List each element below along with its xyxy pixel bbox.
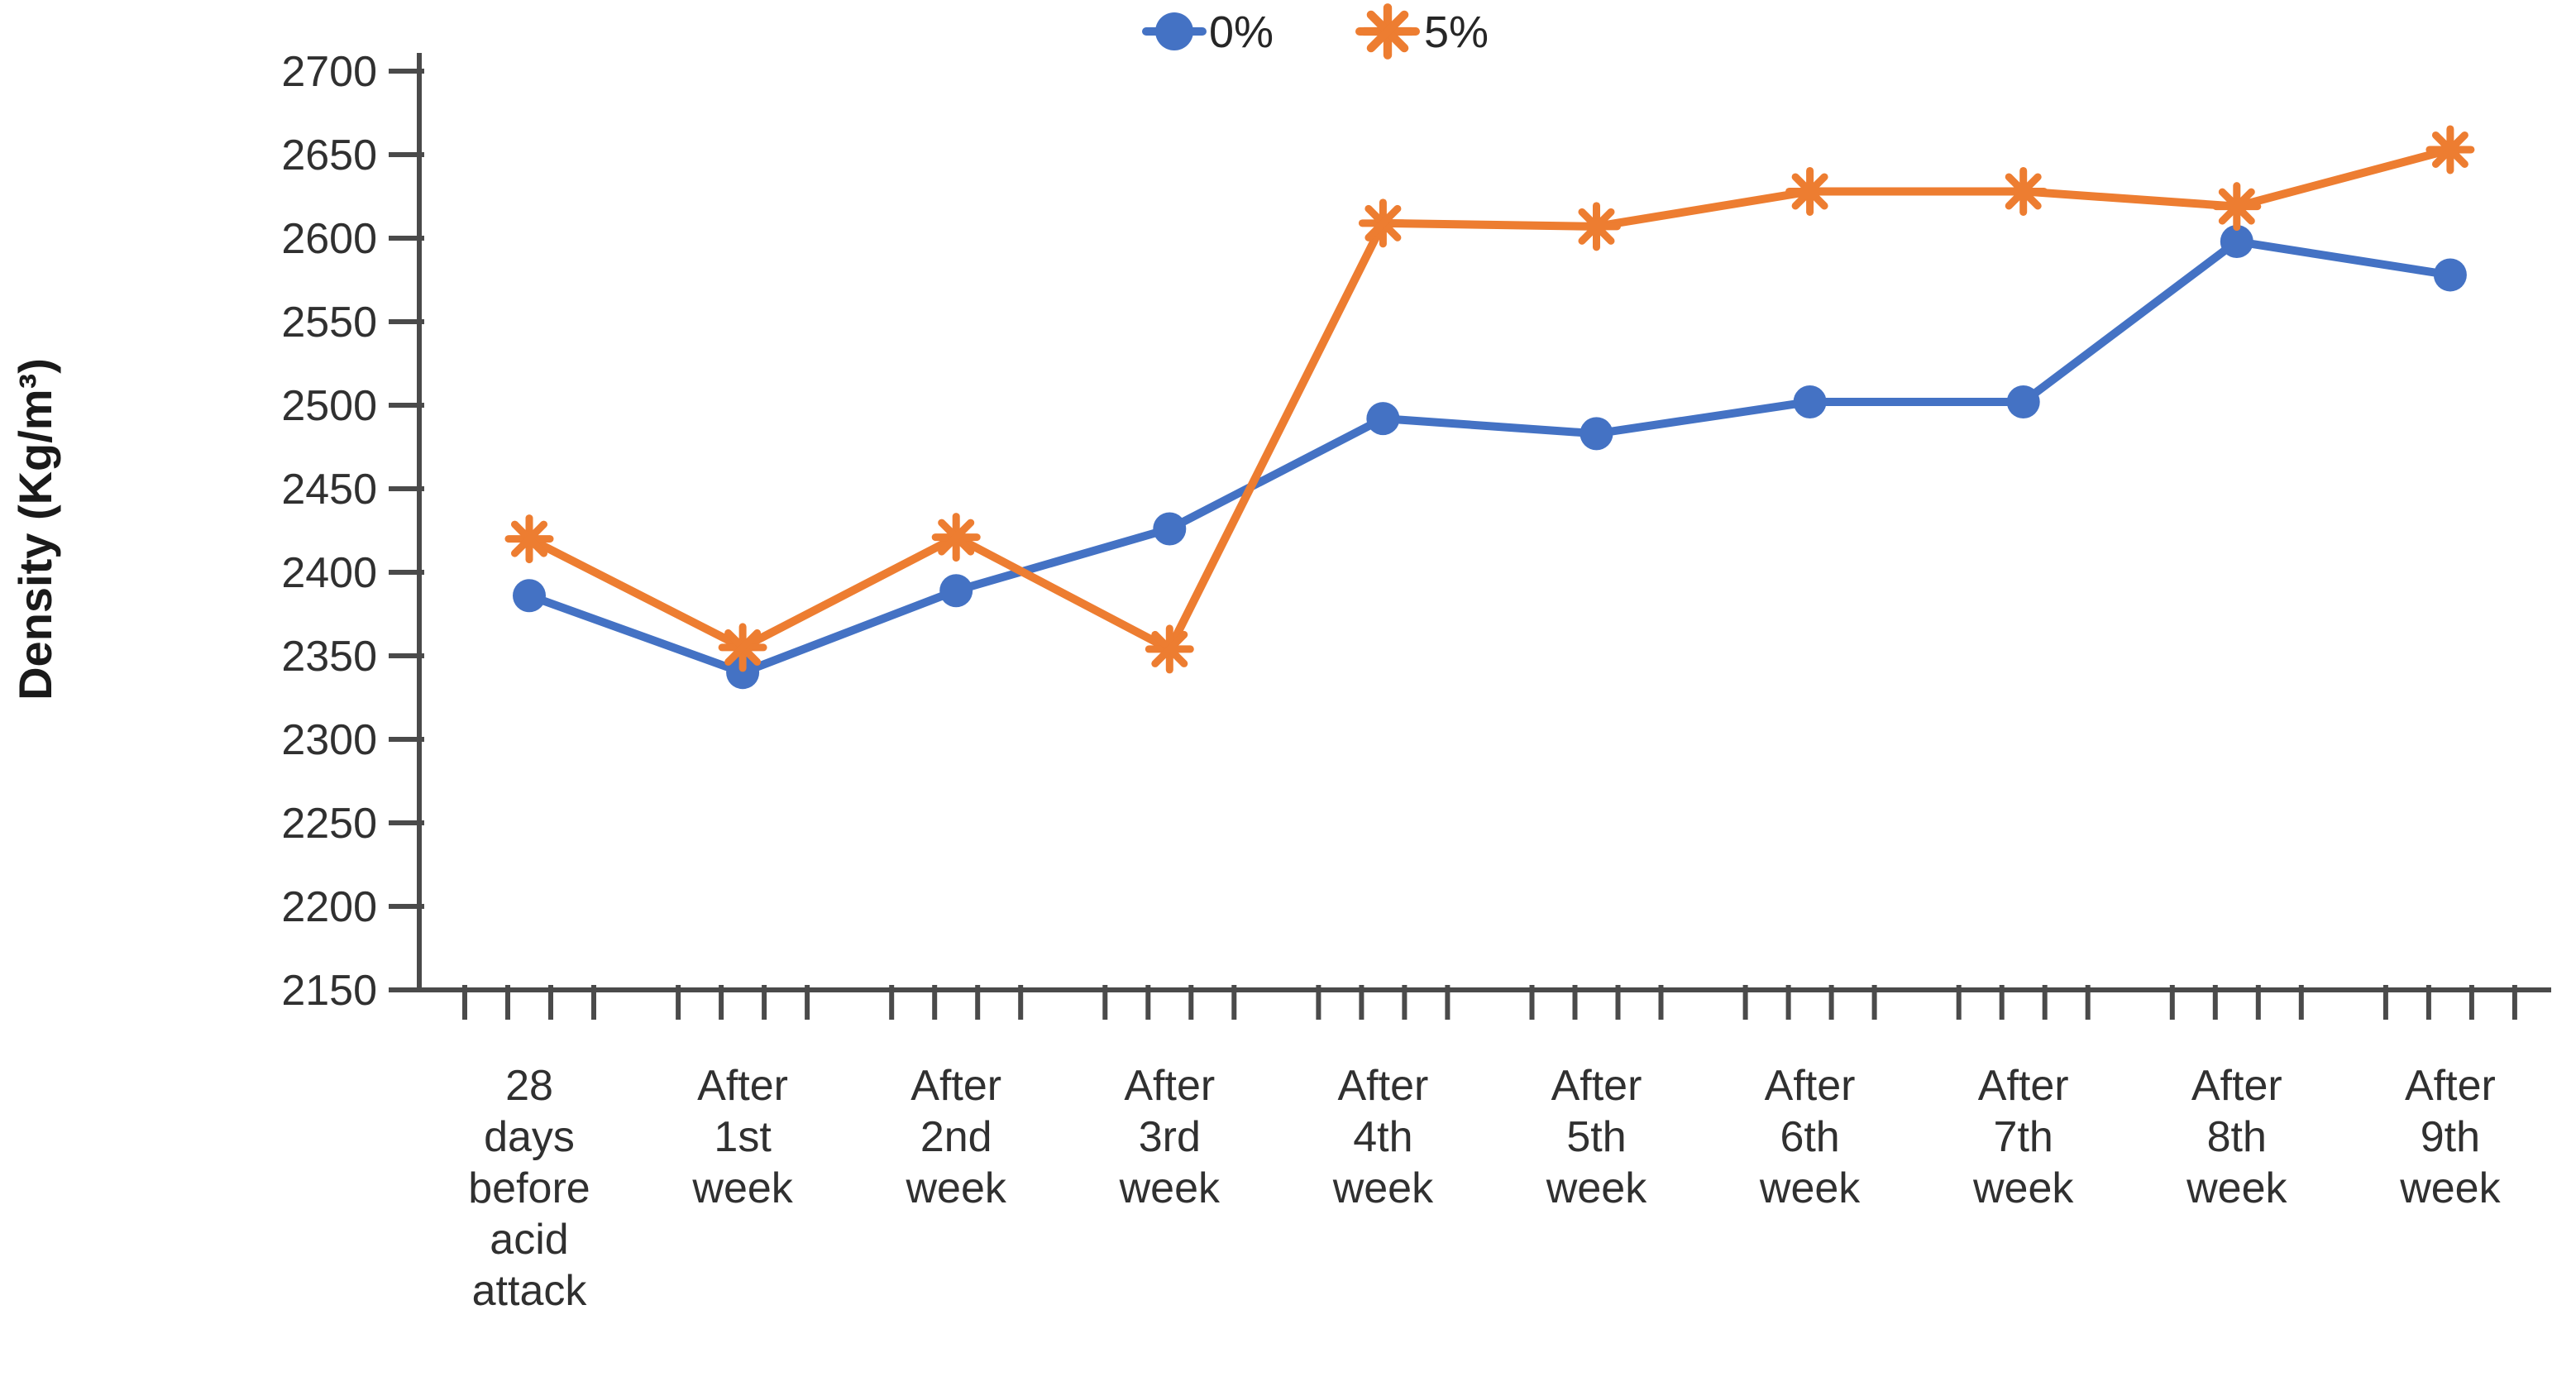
x-category-label-line: After: [1765, 1062, 1856, 1110]
y-axis-tick-label: 2700: [281, 48, 377, 96]
data-point-marker-asterisk: [1578, 208, 1615, 245]
x-category-label-line: week: [1759, 1164, 1861, 1212]
data-point-marker-asterisk: [938, 519, 975, 556]
x-category-label-line: 3rd: [1139, 1113, 1201, 1161]
legend-marker-0pct-icon: [1142, 12, 1207, 50]
data-point-marker-asterisk: [2218, 188, 2255, 225]
x-category-label-line: After: [1978, 1062, 2069, 1110]
data-point-marker-circle: [2006, 385, 2040, 418]
y-axis-tick-label: 2450: [281, 466, 377, 514]
x-category-label-line: week: [2399, 1164, 2501, 1212]
x-category-label-line: 4th: [1353, 1113, 1412, 1161]
x-category-label-line: After: [910, 1062, 1001, 1110]
x-category-label-line: 28: [505, 1062, 553, 1110]
data-point-marker-circle: [1793, 385, 1827, 418]
data-point-marker-circle: [513, 579, 546, 613]
y-axis-tick-label: 2400: [281, 549, 377, 597]
series-line-0%: [525, 237, 2454, 677]
y-axis-tick-label: 2350: [281, 633, 377, 681]
y-axis-tick-label: 2250: [281, 800, 377, 848]
y-axis-tick-label: 2650: [281, 131, 377, 179]
x-category-label-line: week: [1546, 1164, 1647, 1212]
x-category-label-line: After: [1337, 1062, 1428, 1110]
x-category-label-line: After: [2405, 1062, 2496, 1110]
plot-area: 2150 2200 2250 2300 2350 2400 2450 2500 2550 2600…: [281, 48, 2551, 1315]
data-point-marker-circle: [726, 656, 760, 690]
y-axis-tick-label: 2150: [281, 967, 377, 1015]
x-category-label-line: week: [2186, 1164, 2287, 1212]
data-point-marker-circle: [2220, 225, 2253, 259]
legend-label-0pct: 0%: [1209, 7, 1274, 57]
y-axis-tick-label: 2500: [281, 382, 377, 430]
x-category-label-line: days: [484, 1113, 575, 1161]
y-axis-tick-label: 2550: [281, 299, 377, 347]
x-category-label-line: week: [1972, 1164, 2074, 1212]
data-point-marker-asterisk: [1791, 173, 1828, 210]
data-point-marker-asterisk: [1151, 630, 1188, 667]
data-point-marker-asterisk: [511, 520, 547, 557]
x-category-label-line: After: [1124, 1062, 1215, 1110]
data-point-marker-asterisk: [2431, 131, 2468, 168]
data-point-marker-asterisk: [1366, 10, 1409, 53]
x-category-label-line: 9th: [2421, 1113, 2480, 1161]
x-category-label-line: After: [697, 1062, 788, 1110]
x-category-label-line: acid: [490, 1216, 568, 1264]
x-category-label-line: 7th: [1994, 1113, 2053, 1161]
data-point-marker-circle: [939, 574, 973, 608]
data-point-marker-asterisk: [1364, 204, 1402, 241]
x-category-label-line: attack: [472, 1267, 588, 1315]
x-category-label-line: 5th: [1566, 1113, 1626, 1161]
x-category-label-line: week: [1332, 1164, 1434, 1212]
data-point-marker-asterisk: [724, 629, 762, 666]
y-axis-tick-label: 2600: [281, 215, 377, 263]
x-category-label-line: 8th: [2207, 1113, 2267, 1161]
legend-marker-5pct-icon: [1355, 3, 1420, 60]
x-category-label-line: After: [2191, 1062, 2282, 1110]
x-category-label-line: 6th: [1780, 1113, 1839, 1161]
data-point-marker-circle: [1366, 402, 1400, 436]
x-category-label-line: before: [468, 1164, 590, 1212]
y-axis-title: Density (Kg/m³): [9, 358, 61, 700]
data-point-marker-circle: [2433, 258, 2467, 292]
y-axis-tick-label: 2200: [281, 883, 377, 931]
data-point-marker-circle: [1155, 12, 1193, 50]
x-category-label-line: 1st: [714, 1113, 772, 1161]
series-line-5%: [525, 145, 2454, 653]
x-category-label-line: week: [1119, 1164, 1221, 1212]
y-axis-tick-label: 2300: [281, 716, 377, 764]
x-category-label-line: week: [691, 1164, 793, 1212]
data-point-marker-asterisk: [2005, 173, 2042, 210]
legend: 0% 5%: [1142, 3, 1489, 60]
data-point-marker-circle: [1153, 512, 1187, 546]
legend-label-5pct: 5%: [1424, 7, 1489, 57]
x-category-label-line: week: [905, 1164, 1006, 1212]
data-point-marker-circle: [1580, 417, 1613, 451]
x-category-label-line: After: [1551, 1062, 1642, 1110]
x-category-label-line: 2nd: [920, 1113, 992, 1161]
